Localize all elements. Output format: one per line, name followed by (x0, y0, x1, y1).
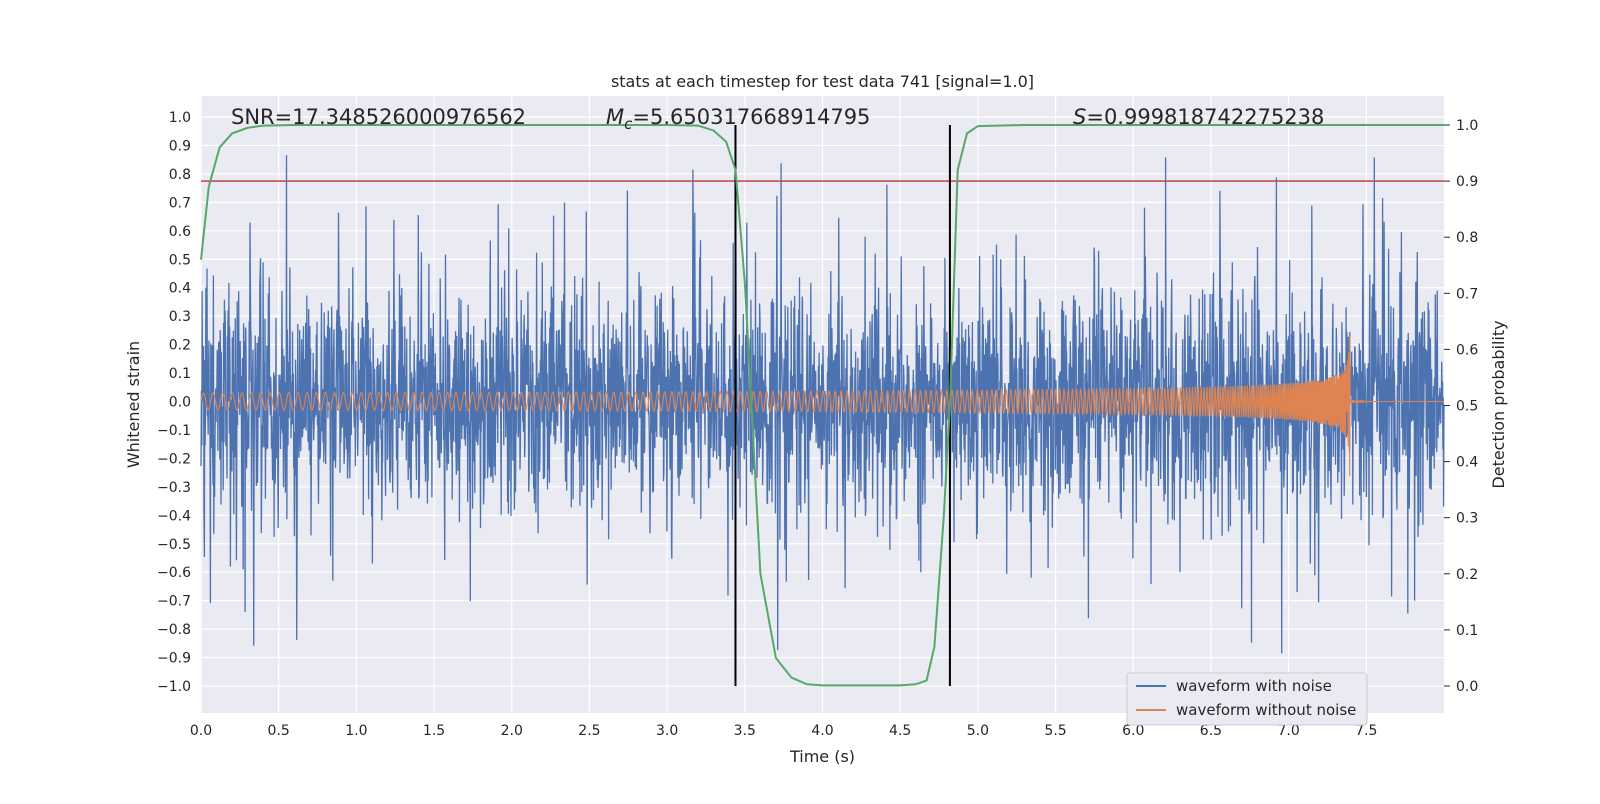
x-tick-label: 4.0 (811, 723, 833, 739)
s-value: =0.999818742275238 (1086, 105, 1324, 129)
y-tick-label: −0.2 (157, 451, 191, 467)
x-tick-label: 3.0 (656, 723, 678, 739)
chart-title: stats at each timestep for test data 741… (611, 72, 1034, 91)
x-tick-label: 7.5 (1355, 723, 1377, 739)
x-tick-label: 3.5 (734, 723, 756, 739)
y2-tick-label: 0.3 (1456, 511, 1478, 527)
clean-waveform-line (200, 335, 1444, 476)
x-tick-label: 2.5 (578, 723, 600, 739)
x-tick-label: 1.0 (345, 723, 367, 739)
x-tick-label: 0.0 (190, 723, 212, 739)
y-tick-label: −0.9 (157, 651, 191, 667)
y2-tick-label: 0.2 (1456, 567, 1478, 583)
probability-line (200, 124, 1444, 687)
y2-tick-label: 0.8 (1456, 230, 1478, 246)
x-tick-label: 1.5 (423, 723, 445, 739)
y2-tick-label: 0.9 (1456, 174, 1478, 190)
y-tick-label: 0.9 (169, 138, 191, 154)
mc-symbol: M (606, 105, 624, 129)
y-tick-label: −0.8 (157, 622, 191, 638)
y-tick-label: 0.8 (169, 167, 191, 183)
legend-box (1126, 672, 1368, 726)
y2-tick-label: 1.0 (1456, 118, 1478, 134)
snr-annotation: SNR=17.348526000976562 (231, 105, 526, 129)
y-tick-label: 0.7 (169, 195, 191, 211)
noise-waveform-line (200, 155, 1445, 654)
y2-tick-label: 0.6 (1456, 342, 1478, 358)
y-tick-label: 0.2 (169, 338, 191, 354)
x-tick-label: 6.0 (1122, 723, 1144, 739)
y-tick-label: −0.1 (157, 423, 191, 439)
y-tick-label: −0.3 (157, 480, 191, 496)
y-tick-label: −0.7 (157, 594, 191, 610)
legend-label-noise: waveform with noise (1176, 677, 1332, 695)
x-tick-label: 5.0 (967, 723, 989, 739)
s-symbol: S (1073, 105, 1086, 129)
legend-label-clean: waveform without noise (1176, 701, 1356, 719)
x-tick-label: 0.5 (268, 723, 290, 739)
y-tick-label: 0.0 (169, 395, 191, 411)
y-tick-label: −0.5 (157, 537, 191, 553)
mc-subscript: c (624, 115, 633, 133)
y-tick-label: −0.6 (157, 565, 191, 581)
y-tick-label: 0.5 (169, 252, 191, 268)
y-axis-label: Whitened strain (124, 341, 143, 468)
y-tick-label: 0.1 (169, 366, 191, 382)
x-tick-label: 2.0 (501, 723, 523, 739)
series-waveform-without-noise (200, 335, 1444, 476)
y-tick-label: −1.0 (157, 679, 191, 695)
chirp-mass-annotation: Mc=5.650317668914795 (606, 105, 870, 133)
x-axis-label: Time (s) (789, 747, 855, 766)
x-tick-label: 4.5 (889, 723, 911, 739)
y-tick-label: 0.4 (169, 281, 191, 297)
x-tick-label: 5.5 (1044, 723, 1066, 739)
y2-tick-label: 0.4 (1456, 455, 1478, 471)
x-tick-label: 7.0 (1277, 723, 1299, 739)
legend: waveform with noise waveform without noi… (1126, 672, 1368, 726)
y2-tick-label: 0.0 (1456, 679, 1478, 695)
y2-tick-label: 0.1 (1456, 623, 1478, 639)
y-tick-label: 0.6 (169, 224, 191, 240)
series-waveform-with-noise (200, 155, 1445, 654)
y-tick-label: 1.0 (169, 110, 191, 126)
x-tick-label: 6.5 (1200, 723, 1222, 739)
mc-value: =5.650317668914795 (632, 105, 870, 129)
y2-tick-label: 0.7 (1456, 286, 1478, 302)
y2-tick-label: 0.5 (1456, 399, 1478, 415)
y-tick-label: 0.3 (169, 309, 191, 325)
score-annotation: S=0.999818742275238 (1073, 105, 1324, 129)
overlay-lines (200, 124, 1444, 687)
y-tick-label: −0.4 (157, 508, 191, 524)
axis-ticks: 0.0 0.5 1.0 1.5 2.0 2.5 3.0 3.5 4.0 4.5 5.0 5.5 6.0 6… (157, 110, 1478, 739)
y2-axis-label: Detection probability (1489, 320, 1508, 488)
